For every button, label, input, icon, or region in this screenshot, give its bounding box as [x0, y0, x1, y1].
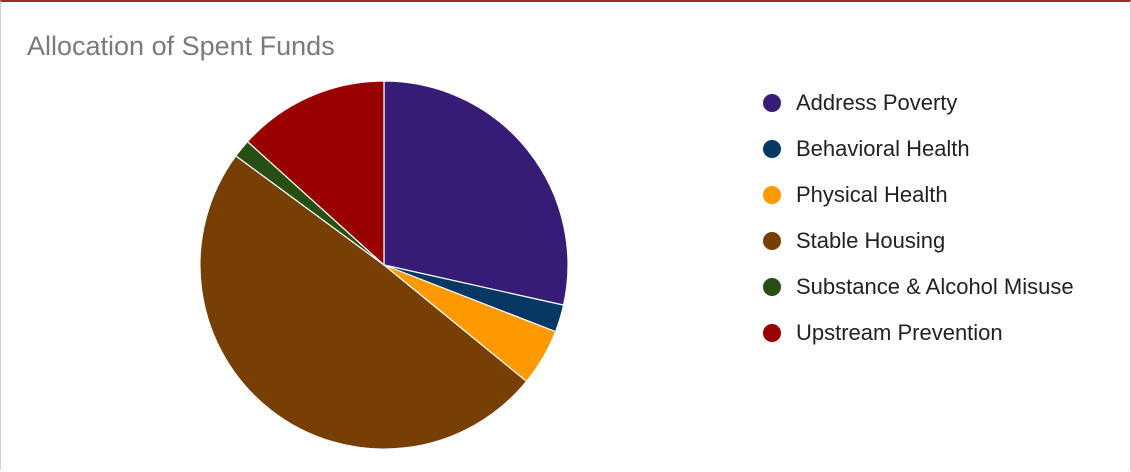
- pie-slice-3: [199, 155, 528, 450]
- pie-chart: [199, 80, 569, 450]
- legend-label-1: Behavioral Health: [796, 136, 970, 161]
- legend-swatch-2: [763, 186, 781, 204]
- legend-swatch-5: [763, 324, 781, 342]
- chart-title: Allocation of Spent Funds: [27, 31, 335, 61]
- legend-label-3: Stable Housing: [796, 228, 946, 253]
- legend-label-5: Upstream Prevention: [796, 320, 1003, 345]
- legend-swatch-0: [763, 94, 781, 112]
- legend-label-2: Physical Health: [796, 182, 948, 207]
- pie-slice-5: [246, 80, 385, 267]
- legend-swatch-1: [763, 140, 781, 158]
- legend-item-4: Substance & Alcohol Misuse: [763, 264, 1074, 310]
- legend-label-0: Address Poverty: [796, 90, 958, 115]
- legend-label-4: Substance & Alcohol Misuse: [796, 274, 1074, 299]
- chart-legend: Address Poverty Behavioral Health Physical…: [763, 80, 1074, 356]
- legend-item-3: Stable Housing: [763, 218, 1074, 264]
- legend-swatch-3: [763, 232, 781, 250]
- legend-item-0: Address Poverty: [763, 80, 1074, 126]
- legend-swatch-4: [763, 278, 781, 296]
- legend-item-5: Upstream Prevention: [763, 310, 1074, 356]
- pie-slice-0: [383, 80, 569, 306]
- legend-item-1: Behavioral Health: [763, 126, 1074, 172]
- legend-item-2: Physical Health: [763, 172, 1074, 218]
